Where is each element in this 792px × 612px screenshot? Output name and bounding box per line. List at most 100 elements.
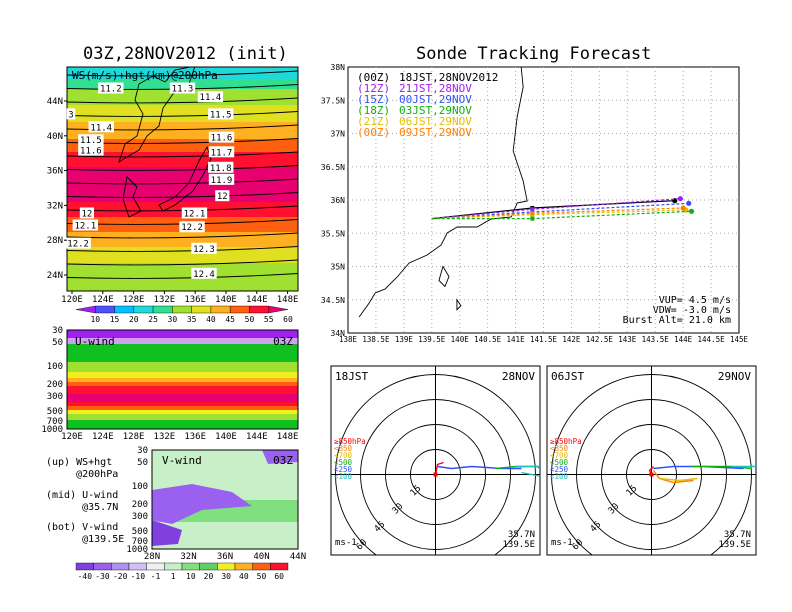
ws-band-6 xyxy=(67,152,298,167)
hodograph-ring-1 xyxy=(601,424,702,525)
hodograph-level-label: ≥850hPa xyxy=(550,437,582,446)
contour-label: 11.5 xyxy=(80,136,102,146)
contour-label-bg-6 xyxy=(78,134,104,146)
ws-colorbar-swatch-8 xyxy=(229,305,250,314)
ws-colorbar-label: 60 xyxy=(283,315,293,324)
u-band-2 xyxy=(67,344,298,362)
coastline-japan xyxy=(158,145,212,212)
track-info-line: VUP= 4.5 m/s xyxy=(659,295,731,306)
u-band-4 xyxy=(67,372,298,378)
track-xtick-label: 141.5E xyxy=(530,335,558,344)
hgt-contour-12 xyxy=(67,232,298,239)
hodograph-units: ms-1 xyxy=(335,538,357,548)
v-colorbar-swatch-5 xyxy=(164,562,183,571)
v-ytick-label: 1000 xyxy=(126,545,148,555)
ws-colorbar-label: 50 xyxy=(245,315,255,324)
track-xtick-label: 138E xyxy=(339,335,358,344)
ws-band-5 xyxy=(67,139,298,152)
hodograph-curve xyxy=(659,477,698,482)
ws-colorbar-swatch-9 xyxy=(249,305,269,314)
hodograph-lat: 35.7N xyxy=(724,530,751,540)
hodograph-level-label: ≥850hPa xyxy=(334,437,366,446)
u-xtick-label: 124E xyxy=(92,432,114,442)
v-ytick-label: 700 xyxy=(132,537,148,547)
contour-label-bg-14 xyxy=(181,207,208,219)
v-colorbar-label: 20 xyxy=(204,572,214,581)
track-xtick-label: 145E xyxy=(730,335,749,344)
ws-band-12 xyxy=(67,263,298,291)
u-band-7 xyxy=(67,386,298,394)
track-xtick-label: 144E xyxy=(674,335,693,344)
v-wind-time: 03Z xyxy=(273,454,293,467)
track-xtick-label: 140.5E xyxy=(474,335,502,344)
u-band-5 xyxy=(67,378,298,382)
track-landing-point xyxy=(677,196,683,202)
contour-label-bg-9 xyxy=(208,146,235,158)
contour-label-bg-1 xyxy=(169,82,196,94)
v-colorbar-label: 60 xyxy=(274,572,284,581)
hgt-contour-3 xyxy=(67,111,298,117)
track-legend-code: (00Z) xyxy=(357,126,390,139)
hodograph-time: 06JST xyxy=(551,370,584,383)
v-ytick-label: 300 xyxy=(132,512,148,522)
track-legend-code: (12Z) xyxy=(357,82,390,95)
ws-xtick-label: 148E xyxy=(277,295,299,305)
track-legend-text: 21JST,28NOV xyxy=(399,82,472,95)
contour-label-bg-0 xyxy=(98,82,124,94)
hodograph-curve xyxy=(515,465,540,477)
contour-label: 11.4 xyxy=(200,93,222,103)
v-purple-blob xyxy=(152,484,252,524)
contour-label: 11.6 xyxy=(211,134,233,144)
contour-label: 11.7 xyxy=(211,148,233,158)
ws-colorbar-label: 55 xyxy=(264,315,274,324)
ws-colorbar-swatch-0 xyxy=(75,305,96,314)
hodograph-level-label: <100 xyxy=(334,472,353,481)
left-title: 03Z,28NOV2012 (init) xyxy=(83,44,288,64)
hodograph-curve xyxy=(434,461,444,475)
track-burst-point xyxy=(530,207,535,212)
contour-label-bg-13 xyxy=(79,207,95,219)
ws-ytick-label: 32N xyxy=(47,201,63,211)
v-colorbar-swatch-0 xyxy=(75,562,94,571)
hodograph-ring-0 xyxy=(626,449,677,500)
hodograph-ring-2 xyxy=(576,399,727,550)
hodograph-time: 18JST xyxy=(335,370,368,383)
hodograph-curve xyxy=(652,470,694,484)
ws-xtick-label: 140E xyxy=(215,295,237,305)
v-purple-low xyxy=(152,520,182,546)
u-band-11 xyxy=(67,410,298,414)
hodograph-curve xyxy=(653,465,744,470)
ws-ytick-label: 44N xyxy=(47,97,63,107)
contour-label-bg-3 xyxy=(66,108,76,120)
hodograph-lat: 35.7N xyxy=(508,530,535,540)
v-colorbar-swatch-10 xyxy=(252,562,271,571)
track-ytick-label: 35N xyxy=(331,263,346,272)
u-band-0 xyxy=(67,330,298,338)
v-xtick-label: 28N xyxy=(144,552,160,562)
ws-band-10 xyxy=(67,232,298,247)
ws-colorbar-label: 35 xyxy=(187,315,197,324)
track-xtick-label: 144.5E xyxy=(698,335,726,344)
v-colorbar-label: 40 xyxy=(239,572,249,581)
contour-label: 12.1 xyxy=(74,222,96,232)
u-xtick-label: 120E xyxy=(61,432,83,442)
ws-colorbar-label: 45 xyxy=(225,315,235,324)
ws-xtick-label: 128E xyxy=(123,295,145,305)
contour-label-bg-12 xyxy=(215,190,230,202)
ws-xtick-label: 144E xyxy=(246,295,268,305)
ws-map-frame xyxy=(66,66,299,292)
track-xtick-label: 138.5E xyxy=(362,335,390,344)
v-colorbar-swatch-4 xyxy=(146,562,165,571)
v-colorbar-label: 10 xyxy=(186,572,196,581)
u-wind-panel: U-wind 03Z 120E 124E 128E 132E 136E 140E 144E 148… xyxy=(41,326,299,442)
u-band-12 xyxy=(67,414,298,420)
hodograph-level-label: <700 xyxy=(550,451,569,460)
hodograph-level-label: <850 xyxy=(334,444,353,453)
hodograph-ring-3 xyxy=(335,374,536,555)
ws-colorbar-swatch-2 xyxy=(114,305,135,314)
hodograph-ring-3 xyxy=(551,374,752,555)
track-legend-code: (21Z) xyxy=(357,115,390,128)
